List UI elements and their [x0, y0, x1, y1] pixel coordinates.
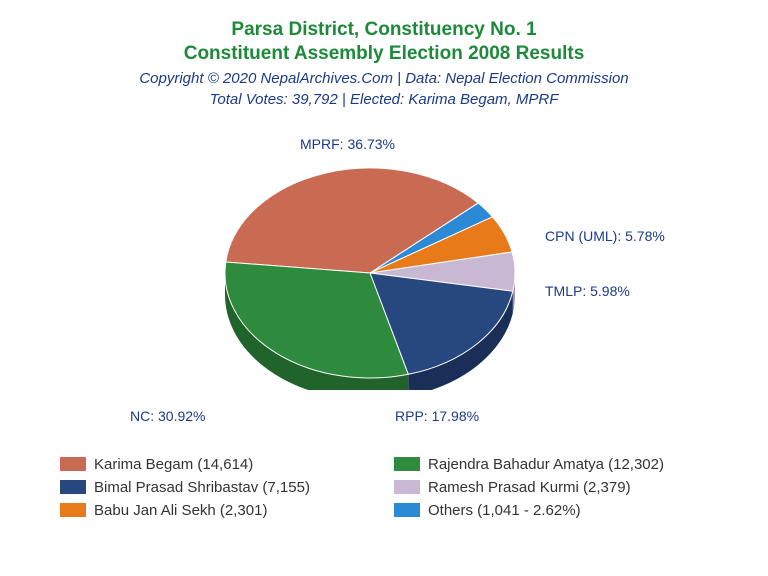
title-line-1: Parsa District, Constituency No. 1 — [0, 18, 768, 42]
legend-item: Babu Jan Ali Sekh (2,301) — [60, 502, 374, 519]
legend-label: Bimal Prasad Shribastav (7,155) — [94, 479, 310, 496]
pie-chart: MPRF: 36.73% CPN (UML): 5.78% TMLP: 5.98% R… — [0, 108, 768, 448]
legend-label: Rajendra Bahadur Amatya (12,302) — [428, 456, 664, 473]
legend-swatch — [60, 457, 86, 471]
legend-swatch — [394, 480, 420, 494]
slice-label: NC: 30.92% — [130, 408, 205, 424]
header: Parsa District, Constituency No. 1 Const… — [0, 0, 768, 108]
legend-item: Others (1,041 - 2.62%) — [394, 502, 708, 519]
legend-label: Others (1,041 - 2.62%) — [428, 502, 581, 519]
legend-swatch — [394, 503, 420, 517]
copyright-line: Copyright © 2020 NepalArchives.Com | Dat… — [0, 70, 768, 87]
legend-item: Bimal Prasad Shribastav (7,155) — [60, 479, 374, 496]
totals-line: Total Votes: 39,792 | Elected: Karima Be… — [0, 91, 768, 108]
legend-swatch — [394, 457, 420, 471]
legend: Karima Begam (14,614) Rajendra Bahadur Am… — [0, 448, 768, 519]
slice-label: CPN (UML): 5.78% — [545, 228, 665, 244]
legend-label: Ramesh Prasad Kurmi (2,379) — [428, 479, 631, 496]
legend-swatch — [60, 503, 86, 517]
legend-item: Rajendra Bahadur Amatya (12,302) — [394, 456, 708, 473]
slice-label: RPP: 17.98% — [395, 408, 479, 424]
slice-label: TMLP: 5.98% — [545, 283, 630, 299]
legend-label: Karima Begam (14,614) — [94, 456, 253, 473]
legend-label: Babu Jan Ali Sekh (2,301) — [94, 502, 267, 519]
legend-item: Ramesh Prasad Kurmi (2,379) — [394, 479, 708, 496]
pie-graphic — [220, 148, 520, 395]
legend-swatch — [60, 480, 86, 494]
legend-item: Karima Begam (14,614) — [60, 456, 374, 473]
slice-label: MPRF: 36.73% — [300, 136, 395, 152]
title-line-2: Constituent Assembly Election 2008 Resul… — [0, 42, 768, 66]
